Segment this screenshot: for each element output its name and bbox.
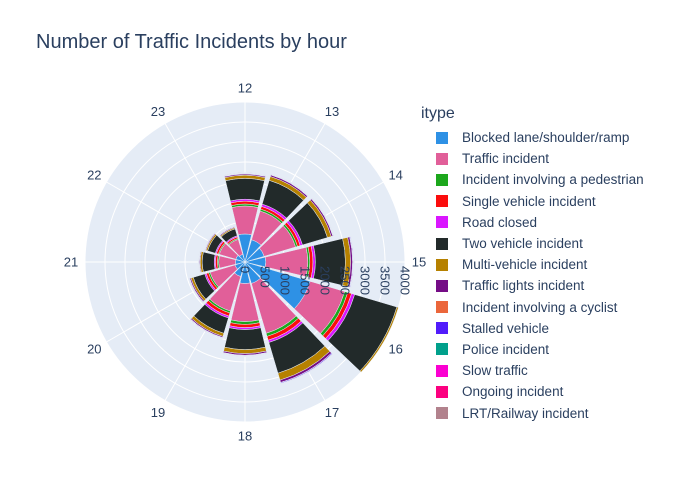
bar-14-13 xyxy=(311,197,335,236)
series-13 xyxy=(188,172,355,385)
legend-item[interactable]: Road closed xyxy=(424,212,644,233)
series-2 xyxy=(208,203,349,337)
legend-label: LRT/Railway incident xyxy=(462,405,589,421)
radial-tick-label: 3500 xyxy=(378,266,393,295)
series-7 xyxy=(189,173,353,383)
radial-tick-label: 500 xyxy=(258,266,273,288)
radial-tick-label: 2000 xyxy=(318,266,333,295)
legend-label: Stalled vehicle xyxy=(462,320,550,336)
legend-swatch xyxy=(436,407,448,420)
series-3 xyxy=(205,201,352,341)
legend-swatch xyxy=(436,195,448,208)
legend-swatch xyxy=(436,343,448,356)
radial-tick-label: 1500 xyxy=(298,266,313,295)
legend-label: Incident involving a pedestrian xyxy=(462,172,644,188)
legend-swatch xyxy=(436,301,448,314)
legend-item[interactable]: Incident involving a cyclist xyxy=(424,297,644,318)
legend-item[interactable]: Single vehicle incident xyxy=(424,191,644,212)
angular-tick-label: 15 xyxy=(412,255,426,270)
series-1 xyxy=(209,205,346,334)
bar-16-6 xyxy=(359,306,399,373)
bar-12-5 xyxy=(225,178,265,202)
legend-label: Single vehicle incident xyxy=(462,193,596,209)
legend-label: Incident involving a cyclist xyxy=(462,299,618,315)
legend-swatch xyxy=(436,258,448,271)
axis-labels: 12 13 14 15 16 17 18 19 20 21 22 23 0 500 1000 1500 2000… xyxy=(64,81,426,444)
angular-tick-label: 22 xyxy=(87,168,101,183)
legend-item[interactable]: Incident involving a pedestrian xyxy=(424,169,644,190)
radial-tick-label: 4000 xyxy=(398,266,413,295)
bars xyxy=(188,172,399,385)
angular-tick-label: 14 xyxy=(388,168,402,183)
legend-item[interactable]: Two vehicle incident xyxy=(424,233,644,254)
legend-label: Multi-vehicle incident xyxy=(462,257,588,273)
angular-tick-label: 20 xyxy=(87,342,101,357)
legend-item[interactable]: Slow traffic xyxy=(424,360,644,381)
legend-label: Road closed xyxy=(462,214,538,230)
legend-item[interactable]: Police incident xyxy=(424,339,644,360)
angular-tick-label: 12 xyxy=(238,81,252,96)
radial-tick-label: 2500 xyxy=(338,266,353,295)
legend-swatch xyxy=(436,385,448,398)
angular-tick-label: 23 xyxy=(151,104,165,119)
bar-22-13 xyxy=(203,232,215,251)
legend-title: itype xyxy=(421,105,455,122)
legend-item[interactable]: Traffic incident xyxy=(424,148,644,169)
bar-23-13 xyxy=(218,225,235,236)
legend-label: Traffic incident xyxy=(462,151,550,167)
angular-tick-label: 13 xyxy=(325,104,339,119)
legend-item[interactable]: Stalled vehicle xyxy=(424,318,644,339)
bar-19-13 xyxy=(189,319,223,340)
bar-20-13 xyxy=(188,278,203,303)
bar-15-13 xyxy=(350,236,355,288)
bar-12-13 xyxy=(223,172,267,176)
legend-swatch xyxy=(436,216,448,229)
legend-item[interactable]: LRT/Railway incident xyxy=(424,402,644,423)
series-4 xyxy=(204,199,355,343)
series-6 xyxy=(190,174,399,381)
legend: itype Blocked lane/shoulder/ramp Traffic … xyxy=(421,105,644,424)
legend-label: Blocked lane/shoulder/ramp xyxy=(462,130,630,146)
bar-21-13 xyxy=(198,250,200,274)
legend-swatch xyxy=(436,364,448,377)
radial-tick-label: 1000 xyxy=(278,266,293,295)
legend-swatch xyxy=(436,131,448,144)
radial-tick-label: 0 xyxy=(238,266,253,273)
legend-label: Slow traffic xyxy=(462,363,528,379)
angular-tick-label: 21 xyxy=(64,255,78,270)
radial-tick-label: 3000 xyxy=(358,266,373,295)
legend-label: Ongoing incident xyxy=(462,384,564,400)
legend-swatch xyxy=(436,152,448,165)
legend-item[interactable]: Blocked lane/shoulder/ramp xyxy=(424,127,644,148)
legend-swatch xyxy=(436,279,448,292)
legend-swatch xyxy=(436,322,448,335)
legend-item[interactable]: Multi-vehicle incident xyxy=(424,254,644,275)
bar-21-5 xyxy=(201,251,216,273)
bar-13-13 xyxy=(270,173,309,196)
legend-label: Traffic lights incident xyxy=(462,278,585,294)
legend-swatch xyxy=(436,237,448,250)
angular-tick-label: 19 xyxy=(151,405,165,420)
angular-tick-label: 18 xyxy=(238,429,252,444)
legend-swatch xyxy=(436,173,448,186)
legend-item[interactable]: Traffic lights incident xyxy=(424,275,644,296)
bar-17-13 xyxy=(280,353,333,385)
legend-items: Blocked lane/shoulder/ramp Traffic incide… xyxy=(424,127,644,424)
legend-label: Two vehicle incident xyxy=(462,236,583,252)
chart-title: Number of Traffic Incidents by hour xyxy=(36,31,347,53)
series-0 xyxy=(234,233,311,310)
legend-item[interactable]: Ongoing incident xyxy=(424,381,644,402)
bar-18-5 xyxy=(224,327,266,350)
angular-tick-label: 16 xyxy=(388,342,402,357)
bar-18-13 xyxy=(222,353,268,357)
angular-tick-label: 17 xyxy=(325,405,339,420)
legend-label: Police incident xyxy=(462,341,550,357)
